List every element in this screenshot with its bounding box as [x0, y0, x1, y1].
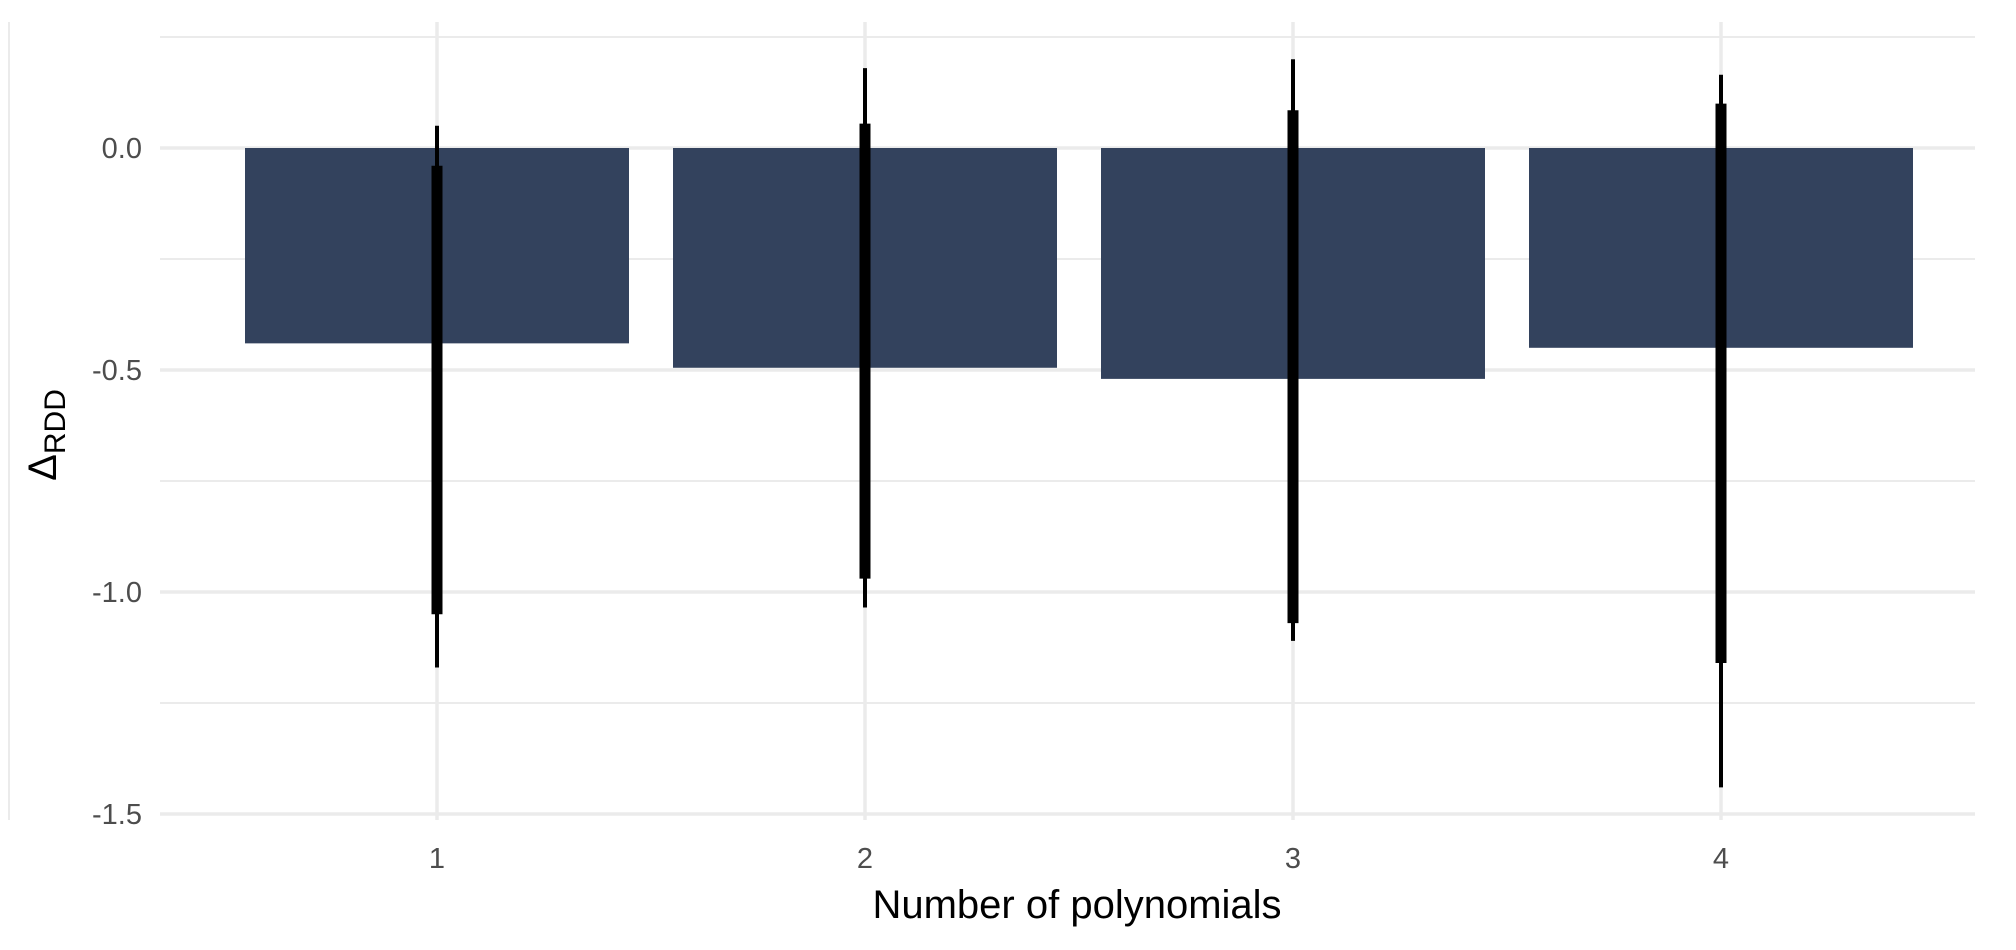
x-tick-label: 4 — [1713, 843, 1729, 875]
y-axis-title-main: Δ — [21, 454, 65, 481]
y-tick-label: 0.0 — [102, 133, 142, 165]
x-tick-labels: 1 2 3 4 — [429, 843, 1729, 875]
error-bars — [431, 59, 1727, 788]
x-axis-title: Number of polynomials — [872, 883, 1281, 927]
x-tick-label: 3 — [1285, 843, 1301, 875]
y-tick-labels: 0.0 -0.5 -1.0 -1.5 — [92, 133, 142, 831]
bars — [245, 148, 1913, 379]
x-tick-label: 2 — [857, 843, 873, 875]
y-axis-title-subscript: RDD — [39, 389, 72, 454]
y-tick-label: -1.0 — [92, 577, 142, 609]
y-axis-title: ΔRDD — [21, 389, 72, 481]
grid-minor — [8, 22, 1975, 820]
x-tick-label: 1 — [429, 843, 445, 875]
y-tick-label: -1.5 — [92, 799, 142, 831]
y-tick-label: -0.5 — [92, 355, 142, 387]
